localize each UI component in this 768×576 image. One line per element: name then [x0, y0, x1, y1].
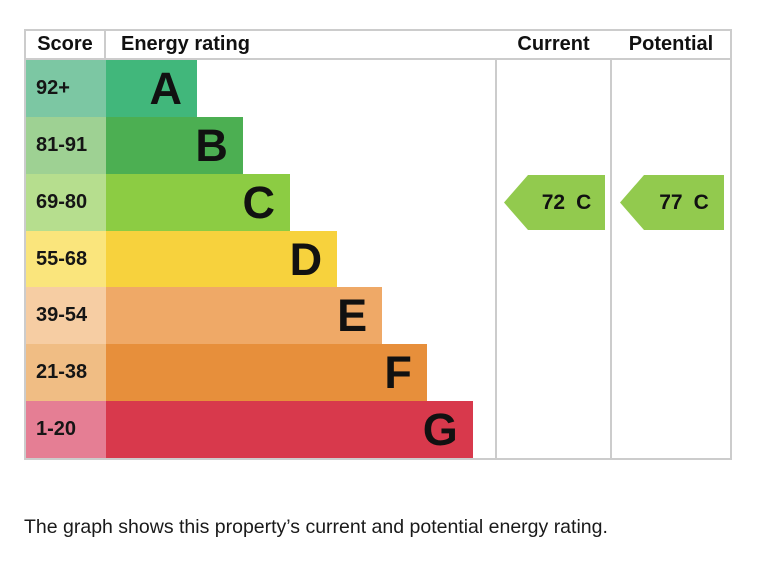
rating-bar-d: D	[106, 230, 338, 288]
rating-bar-b: B	[106, 116, 243, 174]
band-row-a: 92+ A	[26, 60, 495, 117]
score-range-f: 21-38	[26, 344, 106, 402]
rating-letter-b: B	[195, 119, 228, 171]
current-column-divider	[495, 31, 497, 458]
rating-bar-c: C	[106, 173, 290, 231]
potential-rating-letter: C	[693, 190, 709, 214]
band-row-d: 55-68 D	[26, 230, 495, 288]
rating-letter-a: A	[149, 62, 183, 114]
band-row-c: 69-80 C	[26, 173, 495, 231]
current-header: Current	[517, 33, 590, 55]
header-row: Score Energy rating Current Potential	[26, 31, 730, 60]
energy-rating-header: Energy rating	[121, 33, 250, 55]
potential-column-divider	[610, 31, 612, 458]
rating-letter-c: C	[242, 176, 275, 228]
rating-bar-g: G	[106, 401, 473, 459]
potential-header: Potential	[628, 33, 714, 55]
rating-letter-f: F	[384, 347, 412, 399]
current-rating-letter: C	[576, 190, 592, 214]
band-rows: 92+ A 81-91 B 69-80 C 55-68 D 39-54 E 21…	[26, 60, 495, 459]
rating-letter-d: D	[289, 233, 323, 285]
epc-table: Score Energy rating Current Potential 92…	[24, 29, 732, 460]
rating-bar-a: A	[106, 60, 198, 117]
rating-bar-f: F	[106, 344, 427, 402]
score-range-b: 81-91	[26, 116, 106, 174]
score-range-g: 1-20	[26, 401, 106, 459]
band-row-b: 81-91 B	[26, 116, 495, 174]
caption: The graph shows this property’s current …	[24, 516, 608, 538]
current-rating-arrow: 72 C	[504, 175, 605, 230]
band-row-f: 21-38 F	[26, 344, 495, 402]
score-range-d: 55-68	[26, 230, 106, 288]
rating-letter-e: E	[337, 290, 368, 342]
potential-rating-arrow: 77 C	[620, 175, 724, 230]
score-range-e: 39-54	[26, 287, 106, 345]
rating-bar-e: E	[106, 287, 383, 345]
score-range-c: 69-80	[26, 173, 106, 231]
band-row-e: 39-54 E	[26, 287, 495, 345]
band-row-g: 1-20 G	[26, 401, 495, 459]
score-range-a: 92+	[26, 60, 106, 117]
score-header: Score	[26, 31, 106, 58]
current-rating-score: 72	[541, 190, 566, 214]
potential-rating-score: 77	[659, 190, 683, 214]
rating-letter-g: G	[422, 404, 458, 456]
